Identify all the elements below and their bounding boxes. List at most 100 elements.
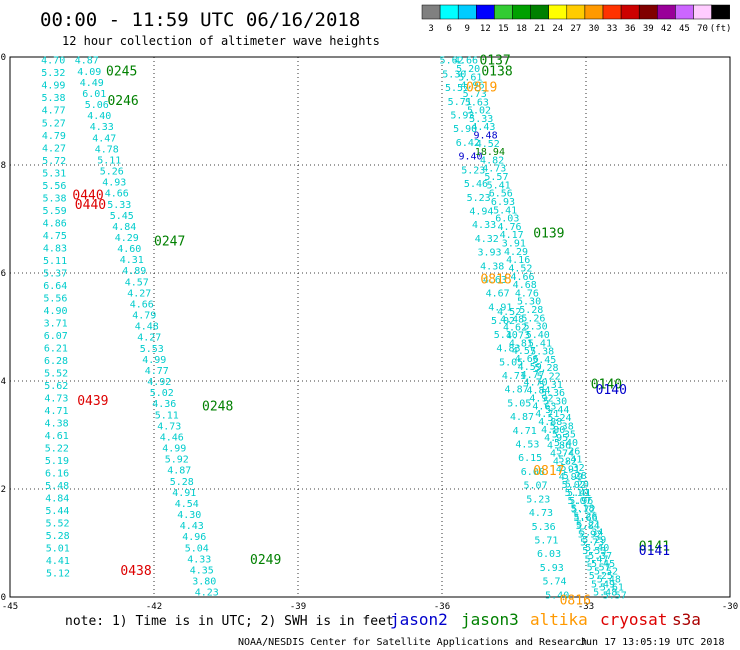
axis-tick-labels: -45-42-39-36-33-300246810 (0, 53, 738, 612)
pass-time-label: 0140 (591, 378, 622, 393)
wave-height-value: 5.40 (545, 590, 569, 601)
wave-height-value: 4.47 (92, 133, 116, 144)
wave-height-value: 5.07 (523, 481, 547, 492)
wave-height-value: 4.60 (117, 244, 141, 255)
wave-height-value: 4.92 (147, 377, 171, 388)
wave-height-value: 5.40 (526, 330, 550, 341)
wave-height-value: 3.93 (477, 248, 501, 259)
wave-height-value: 5.01 (46, 544, 70, 555)
wave-height-value: 4.66 (511, 272, 535, 283)
colorbar-swatch (512, 4, 531, 20)
wave-height-value: 5.48 (593, 588, 617, 599)
wave-height-value: 5.11 (97, 155, 121, 166)
wave-height-value: 5.61 (600, 582, 624, 593)
pass-time-label: 0439 (77, 394, 108, 409)
colorbar-swatch (620, 4, 640, 20)
colorbar-label: 6 (446, 24, 451, 34)
wave-height-value: 5.45 (110, 211, 134, 222)
wave-height-value: 5.59 (43, 206, 67, 217)
wave-height-value: 5.19 (45, 456, 69, 467)
wave-height-value: 5.28 (563, 471, 587, 482)
wave-height-value: 4.70 (524, 378, 548, 389)
wave-height-value: 5.57 (603, 590, 627, 601)
wave-height-value: 4.66 (454, 56, 478, 67)
wave-height-value: 4.30 (177, 510, 201, 521)
footer-credit: NOAA/NESDIS Center for Satellite Applica… (238, 637, 587, 648)
wave-height-value: 4.99 (162, 444, 186, 455)
wave-height-value: 5.32 (561, 463, 585, 474)
wave-height-value: 6.64 (43, 281, 67, 292)
wave-height-value: 18.94 (475, 147, 505, 158)
x-tick-label: -33 (578, 602, 594, 612)
wave-height-value: 4.82 (480, 155, 504, 166)
wave-height-value: 5.41 (487, 180, 511, 191)
wave-height-value: 6.08 (521, 467, 545, 478)
wave-height-value: 5.28 (519, 305, 543, 316)
footer-timestamp: Jun 17 13:05:19 UTC 2018 (580, 637, 725, 648)
colorbar-swatch (548, 4, 568, 20)
wave-height-value: 5.53 (582, 546, 606, 557)
wave-height-value: 5.33 (469, 114, 493, 125)
wave-height-value: 4.87 (510, 412, 534, 423)
wave-height-value: 5.56 (42, 181, 66, 192)
wave-height-value: 5.02 (467, 106, 491, 117)
wave-height-value: 4.94 (469, 206, 493, 217)
wave-height-value: 4.73 (482, 164, 506, 175)
wave-height-value: 4.31 (120, 255, 144, 266)
wave-height-value: 5.38 (42, 193, 66, 204)
pass-time-label: 0248 (202, 399, 233, 414)
wave-height-value: 5.32 (41, 68, 65, 79)
wave-height-value: 4.95 (544, 433, 568, 444)
wave-height-value: 3.91 (502, 239, 526, 250)
plot-area: -45-42-39-36-33-300246810 4.705.324.995.… (0, 53, 738, 612)
wave-height-value: 4.84 (45, 494, 69, 505)
wave-height-value: 5.72 (571, 504, 595, 515)
wave-height-value: 5.20 (565, 480, 589, 491)
wave-height-value: 6.01 (82, 89, 106, 100)
wave-height-value: 5.35 (552, 430, 576, 441)
wave-height-value: 4.99 (559, 472, 583, 483)
wave-height-value: 5.37 (43, 268, 67, 279)
wave-height-value: 4.71 (502, 371, 526, 382)
wave-height-value: 5.57 (587, 563, 611, 574)
wave-height-value: 4.16 (506, 255, 530, 266)
wave-height-value: 5.41 (528, 338, 552, 349)
wave-height-value: 5.30 (442, 69, 466, 80)
legend-entry-altika: altika (530, 610, 588, 629)
wave-height-value: 4.77 (145, 366, 169, 377)
wave-height-value: 5.38 (550, 421, 574, 432)
wave-height-value: 5.57 (445, 83, 469, 94)
wave-height-value: 4.96 (182, 532, 206, 543)
wave-height-value: 5.63 (465, 97, 489, 108)
wave-height-value: 6.93 (491, 197, 515, 208)
wave-height-value: 4.66 (515, 354, 539, 365)
wave-height-value: 5.24 (547, 413, 571, 424)
pass-time-label: 0141 (639, 544, 670, 559)
wave-height-value: 4.91 (172, 488, 196, 499)
wave-height-value: 5.28 (46, 531, 70, 542)
colorbar-label: 9 (465, 24, 470, 34)
wave-height-value: 4.54 (175, 499, 199, 510)
pass-time-label: 0138 (481, 65, 512, 80)
wave-height-value: 9.48 (474, 130, 498, 141)
x-tick-label: -30 (722, 602, 738, 612)
wave-height-value: 5.47 (584, 554, 608, 565)
wave-height-value: 4.35 (190, 565, 214, 576)
wave-height-value: 4.33 (187, 554, 211, 565)
wave-height-value: 5.62 (440, 56, 464, 67)
x-tick-label: -45 (2, 602, 18, 612)
wave-height-value: 4.68 (513, 280, 537, 291)
wave-height-value: 5.18 (570, 504, 594, 515)
wave-height-value: 5.56 (43, 293, 67, 304)
wave-height-value: 5.71 (534, 535, 558, 546)
colorbar-label: 24 (552, 24, 563, 34)
wave-height-value: 4.99 (142, 355, 166, 366)
wave-height-value: 4.48 (500, 315, 524, 326)
wave-height-value: 3.80 (192, 577, 216, 588)
wave-height-value: 5.02 (562, 480, 586, 491)
colorbar-label: 36 (625, 24, 636, 34)
wave-height-value: 9.40 (459, 152, 483, 163)
wave-height-value: 5.93 (540, 563, 564, 574)
wave-height-value: 5.40 (585, 543, 609, 554)
wave-height-value: 5.10 (565, 488, 589, 499)
